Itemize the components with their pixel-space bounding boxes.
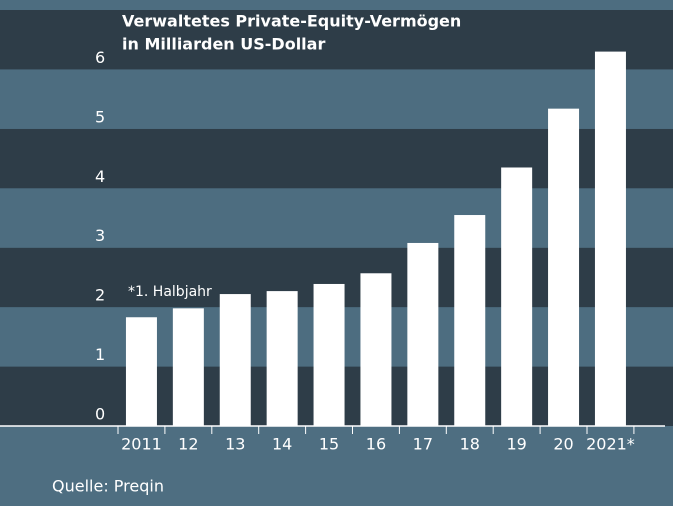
grid-band [0, 10, 673, 70]
bar [594, 51, 626, 426]
x-tick-label: 14 [272, 435, 292, 454]
bar [407, 242, 439, 426]
source: Quelle: Preqin [52, 477, 164, 496]
bar [454, 215, 486, 426]
chart-subtitle: in Milliarden US-Dollar [122, 35, 325, 54]
bar [548, 108, 580, 426]
bar [219, 294, 251, 426]
y-tick-label: 2 [95, 286, 105, 305]
x-tick-label: 13 [225, 435, 245, 454]
x-tick-label: 16 [366, 435, 386, 454]
x-tick-label: 17 [413, 435, 433, 454]
band [0, 0, 673, 10]
y-tick-label: 0 [95, 405, 105, 424]
y-tick-label: 1 [95, 345, 105, 364]
bar [313, 283, 345, 426]
x-tick-label: 15 [319, 435, 339, 454]
x-tick-label: 20 [553, 435, 573, 454]
bar [360, 273, 392, 426]
y-tick-label: 4 [95, 167, 105, 186]
bar [125, 317, 157, 426]
x-tick-label: 18 [460, 435, 480, 454]
x-tick-label: 2021* [586, 435, 635, 454]
x-tick-label: 2011 [121, 435, 162, 454]
chart-title: Verwaltetes Private-Equity-Vermögen [122, 12, 461, 31]
y-tick-label: 6 [95, 48, 105, 67]
bar [501, 167, 533, 426]
bar [266, 291, 298, 426]
x-tick-label: 12 [178, 435, 198, 454]
annotation: *1. Halbjahr [128, 284, 212, 300]
y-tick-label: 5 [95, 107, 105, 126]
bar [172, 308, 204, 426]
x-tick-label: 19 [506, 435, 526, 454]
y-tick-label: 3 [95, 226, 105, 245]
